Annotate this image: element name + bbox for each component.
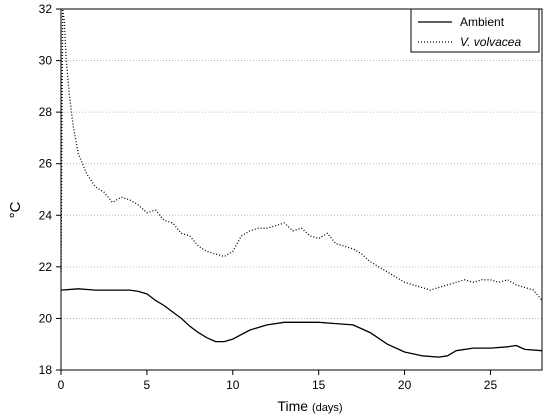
x-tick-label-5: 5 <box>144 378 151 392</box>
x-axis-label-unit: (days) <box>312 402 343 414</box>
y-axis-ticks: 18 20 22 24 26 28 30 32 <box>39 2 61 377</box>
plot-area-frame <box>60 8 543 371</box>
y-tick-label-30: 30 <box>39 54 53 68</box>
x-tick-label-15: 15 <box>312 378 326 392</box>
x-tick-label-10: 10 <box>226 378 240 392</box>
legend-box <box>410 8 540 53</box>
series-layer <box>60 8 543 358</box>
legend-label-ambient: Ambient <box>460 15 505 29</box>
x-tick-label-20: 20 <box>398 378 412 392</box>
series-line-ambient <box>60 288 543 358</box>
y-tick-label-18: 18 <box>39 363 53 377</box>
x-tick-label-25: 25 <box>484 378 498 392</box>
x-tick-label-0: 0 <box>58 378 65 392</box>
legend-label-v-volvacea: V. volvacea <box>460 35 521 49</box>
legend: Ambient V. volvacea <box>410 8 540 53</box>
y-tick-label-28: 28 <box>39 105 53 119</box>
y-tick-label-20: 20 <box>39 311 53 325</box>
y-tick-label-32: 32 <box>39 2 53 16</box>
horizontal-gridlines <box>61 60 542 319</box>
x-axis-ticks: 0 5 10 15 20 25 <box>58 370 498 392</box>
y-axis-label: °C <box>7 201 24 218</box>
y-tick-label-22: 22 <box>39 260 53 274</box>
x-axis-label: Time (days) <box>277 398 342 414</box>
y-tick-label-24: 24 <box>39 208 53 222</box>
y-tick-label-26: 26 <box>39 157 53 171</box>
x-axis-label-name: Time <box>277 398 308 414</box>
series-line-v-volvacea <box>60 8 543 301</box>
